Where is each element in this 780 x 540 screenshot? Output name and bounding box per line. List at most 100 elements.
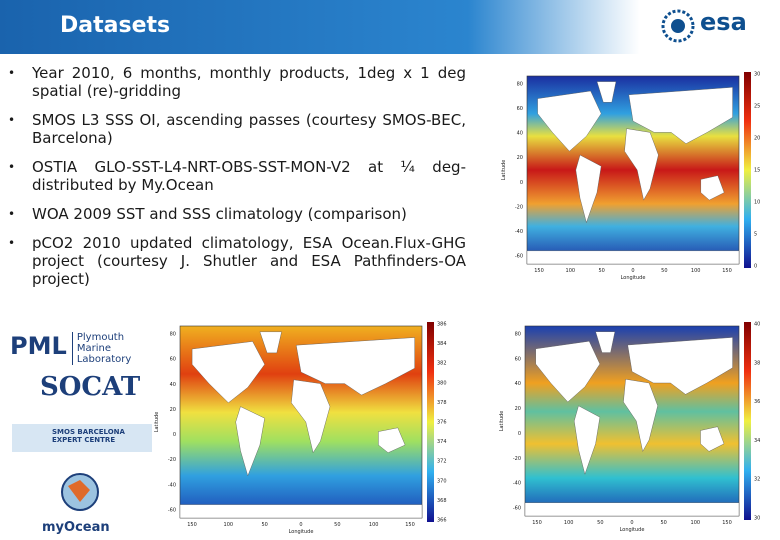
lat-tick-label: -20 <box>513 456 521 462</box>
land-mass <box>700 426 725 452</box>
lat-tick-label: -20 <box>515 204 523 210</box>
land-mass <box>596 81 617 103</box>
lon-tick-label: 100 <box>691 520 701 526</box>
land-mass <box>191 341 265 404</box>
bullet-item: Year 2010, 6 months, monthly products, 1… <box>8 64 466 100</box>
land-mass <box>535 340 601 403</box>
lat-tick-label: 20 <box>170 407 176 413</box>
lat-tick-label: 60 <box>517 106 523 112</box>
lon-tick-label: 50 <box>334 522 340 528</box>
colorbar-tick-label: 376 <box>437 420 447 426</box>
lon-tick-label: 150 <box>187 522 197 528</box>
land-mass <box>537 90 602 152</box>
x-axis-label: Longitude <box>289 529 314 535</box>
lat-tick-label: 60 <box>170 357 176 363</box>
colorbar-tick-label: 0 <box>754 264 757 270</box>
lat-tick-label: 20 <box>515 406 521 412</box>
colorbar-tick-label: 5 <box>754 232 757 238</box>
lon-tick-label: 50 <box>598 268 604 274</box>
bullet-item: pCO2 2010 updated climatology, ESA Ocean… <box>8 234 466 288</box>
lat-tick-label: 80 <box>517 82 523 88</box>
colorbar-tick-label: 38 <box>754 360 760 366</box>
lat-tick-label: 40 <box>515 381 521 387</box>
lon-tick-label: 100 <box>564 520 574 526</box>
lon-tick-label: 100 <box>224 522 234 528</box>
lon-tick-label: 50 <box>597 520 603 526</box>
land-mass <box>378 427 406 453</box>
colorbar-tick-label: 382 <box>437 361 447 367</box>
lat-tick-label: -60 <box>513 506 521 512</box>
bullet-item: OSTIA GLO-SST-L4-NRT-OBS-SST-MON-V2 at ¼… <box>8 158 466 194</box>
land-mass <box>700 175 725 201</box>
pml-text: PML <box>10 332 67 360</box>
lon-tick-label: 150 <box>722 268 732 274</box>
lat-tick-label: 60 <box>515 356 521 362</box>
lon-tick-label: 50 <box>661 268 667 274</box>
lon-tick-label: 50 <box>261 522 267 528</box>
lat-tick-label: -40 <box>168 482 176 488</box>
y-axis-label: Latitude <box>501 160 507 181</box>
lon-tick-label: 0 <box>630 520 633 526</box>
land-mass <box>235 406 265 477</box>
lon-tick-label: 150 <box>405 522 415 528</box>
lon-tick-label: 0 <box>299 522 302 528</box>
x-axis-label: Longitude <box>620 527 645 533</box>
colorbar-tick-label: 20 <box>754 136 760 142</box>
land-mass <box>595 331 616 353</box>
lat-tick-label: 20 <box>517 155 523 161</box>
colorbar-tick-label: 15 <box>754 168 760 174</box>
socat-logo: SOCAT <box>40 372 141 402</box>
lat-tick-label: 80 <box>170 332 176 338</box>
land-mass <box>627 337 733 395</box>
lat-tick-label: -40 <box>515 229 523 235</box>
lon-tick-label: 100 <box>691 268 701 274</box>
lat-tick-label: 40 <box>517 131 523 137</box>
lon-tick-label: 150 <box>534 268 544 274</box>
pml-subtext: Plymouth Marine Laboratory <box>71 332 157 365</box>
land-mass <box>624 128 659 201</box>
colorbar-tick-label: 384 <box>437 341 447 347</box>
lat-tick-label: -40 <box>513 481 521 487</box>
land-mass <box>526 250 740 265</box>
lat-tick-label: 0 <box>520 180 523 186</box>
lat-tick-label: -60 <box>515 254 523 260</box>
myocean-emblem <box>61 473 99 511</box>
land-mass <box>259 331 282 354</box>
bullet-item: SMOS L3 SSS OI, ascending passes (courte… <box>8 111 466 147</box>
bullet-list: Year 2010, 6 months, monthly products, 1… <box>8 64 466 299</box>
esa-emblem <box>661 9 695 43</box>
lat-tick-label: 40 <box>170 382 176 388</box>
land-mass <box>295 337 415 396</box>
land-mass <box>575 154 602 224</box>
land-mass <box>179 504 423 519</box>
lon-tick-label: 100 <box>369 522 379 528</box>
lat-tick-label: 0 <box>173 432 176 438</box>
colorbar-tick-label: 378 <box>437 400 447 406</box>
lat-tick-label: 0 <box>518 431 521 437</box>
colorbar-tick-label: 30 <box>754 72 760 78</box>
esa-logo: esa <box>700 8 747 36</box>
colorbar-tick-label: 366 <box>437 518 447 524</box>
header-bar: Datasets esa <box>0 0 780 54</box>
colorbar-tick-label: 374 <box>437 439 447 445</box>
x-axis-label: Longitude <box>621 275 646 281</box>
lon-tick-label: 0 <box>631 268 634 274</box>
colorbar-tick-label: 32 <box>754 477 760 483</box>
colorbar-tick-label: 380 <box>437 380 447 386</box>
lon-tick-label: 100 <box>566 268 576 274</box>
lon-tick-label: 150 <box>532 520 542 526</box>
land-mass <box>291 379 331 454</box>
lat-tick-label: -20 <box>168 457 176 463</box>
land-mass <box>623 378 658 452</box>
lon-tick-label: 50 <box>660 520 666 526</box>
colorbar-tick-label: 370 <box>437 478 447 484</box>
colorbar <box>744 72 751 268</box>
colorbar-tick-label: 34 <box>754 438 760 444</box>
land-mass <box>573 405 601 475</box>
colorbar-tick-label: 386 <box>437 322 447 328</box>
colorbar <box>427 322 434 522</box>
myocean-logo: myOcean <box>42 520 110 535</box>
lat-tick-label: -60 <box>168 508 176 514</box>
